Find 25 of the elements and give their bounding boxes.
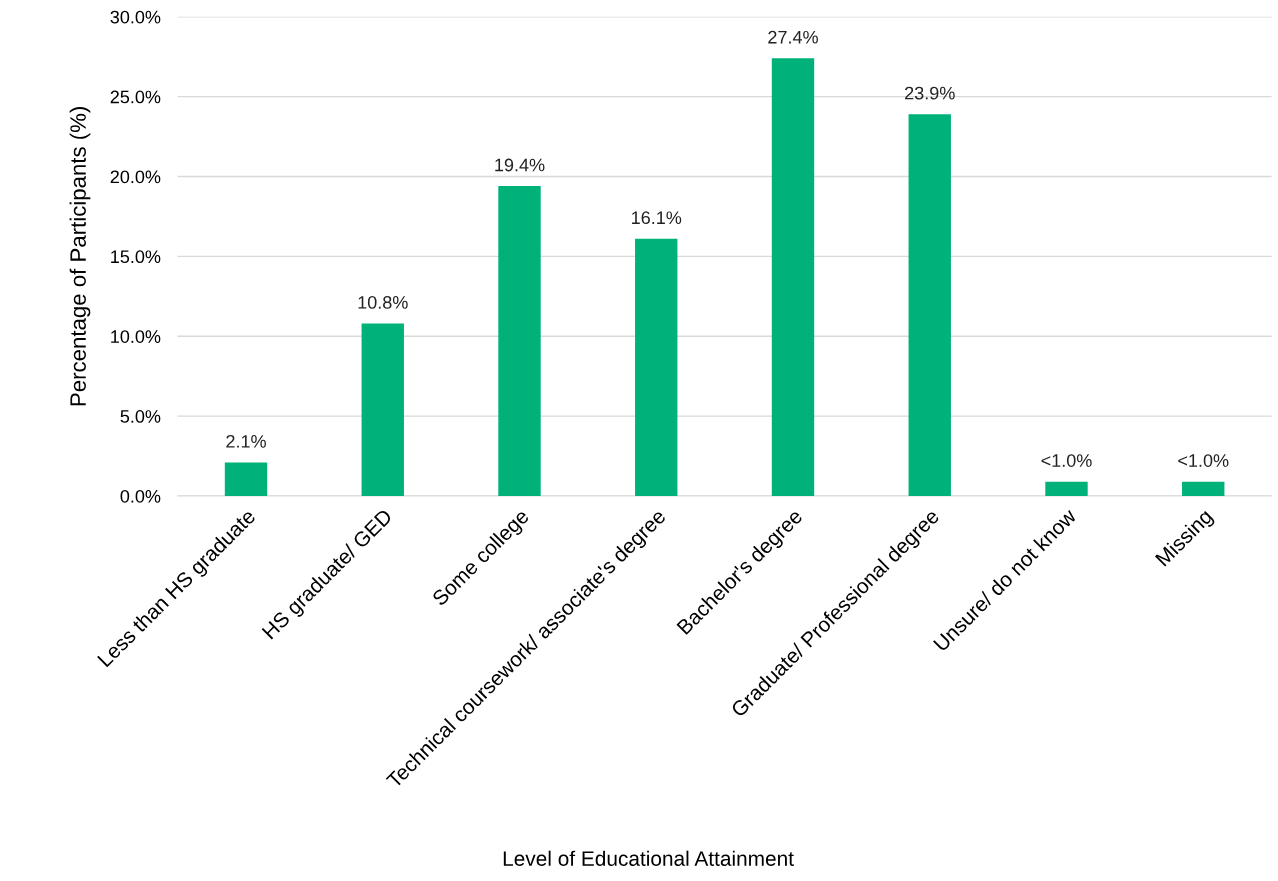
data-label: 27.4% — [768, 30, 818, 44]
bar — [224, 462, 268, 496]
bar — [361, 323, 404, 496]
bar — [1045, 481, 1088, 496]
data-label: <1.0% — [1178, 454, 1229, 467]
data-label: 10.8% — [358, 296, 408, 309]
bar — [908, 114, 951, 496]
data-label: 23.9% — [905, 86, 955, 100]
data-label: 16.1% — [632, 211, 682, 225]
y-tick-label: 25.0% — [110, 90, 161, 104]
bar — [498, 186, 541, 496]
y-tick-label: 5.0% — [120, 410, 161, 423]
data-label: 19.4% — [495, 158, 545, 172]
bar — [771, 58, 815, 496]
y-tick-label: 20.0% — [110, 170, 161, 184]
y-tick-label: 0.0% — [120, 489, 161, 503]
bar — [635, 238, 678, 496]
x-axis-title: Level of Educational Attainment — [503, 850, 794, 866]
data-label: 2.1% — [226, 434, 266, 448]
y-tick-label: 10.0% — [111, 330, 161, 343]
y-axis-title: Percentage of Participants (%) — [69, 107, 91, 406]
data-label: <1.0% — [1041, 454, 1092, 467]
y-tick-label: 30.0% — [110, 10, 161, 24]
y-tick-label: 15.0% — [111, 250, 161, 264]
bar — [1182, 481, 1225, 496]
